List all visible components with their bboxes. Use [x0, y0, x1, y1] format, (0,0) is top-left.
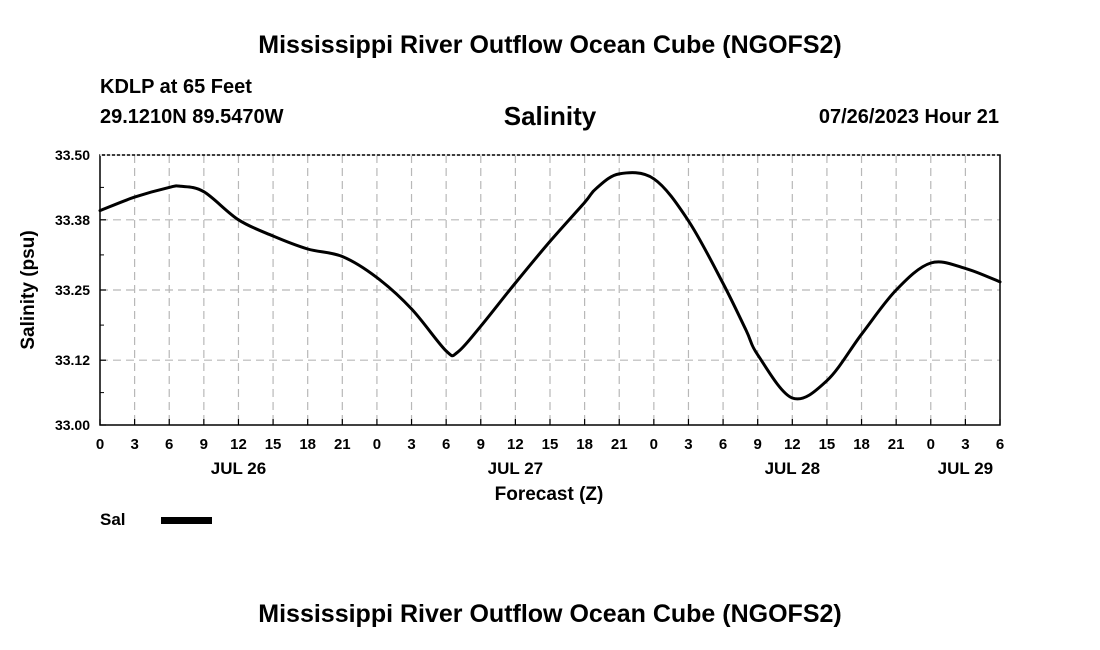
x-tick-label: 15	[819, 436, 836, 453]
x-tick-label: 0	[373, 436, 381, 453]
x-tick-label: 21	[334, 436, 351, 453]
x-tick-label: 15	[265, 436, 282, 453]
x-tick-label: 3	[684, 436, 692, 453]
footer-title: Mississippi River Outflow Ocean Cube (NG…	[258, 600, 842, 628]
x-tick-label: 18	[853, 436, 870, 453]
x-tick-label: 15	[542, 436, 559, 453]
x-tick-label: 18	[576, 436, 593, 453]
x-tick-label: 9	[200, 436, 208, 453]
x-tick-label: 3	[130, 436, 138, 453]
grid-layer	[100, 155, 1000, 425]
date-label: JUL 28	[765, 459, 820, 478]
x-tick-label: 21	[888, 436, 905, 453]
x-axis-title: Forecast (Z)	[495, 484, 604, 505]
y-tick-label: 33.38	[55, 212, 90, 228]
x-tick-label: 0	[650, 436, 658, 453]
tick-layer	[99, 154, 1001, 426]
x-tick-label: 21	[611, 436, 628, 453]
x-tick-label: 12	[507, 436, 524, 453]
legend-line-swatch	[161, 517, 212, 524]
x-tick-label: 6	[719, 436, 727, 453]
x-tick-label: 0	[927, 436, 935, 453]
variable-title: Salinity	[503, 101, 597, 131]
x-tick-label: 6	[165, 436, 173, 453]
y-tick-label: 33.50	[55, 147, 90, 163]
date-label: JUL 29	[938, 459, 993, 478]
forecast-datetime: 07/26/2023 Hour 21	[818, 106, 999, 128]
x-tick-label: 3	[961, 436, 969, 453]
y-axis-title: Salinity (psu)	[18, 230, 39, 349]
x-tick-label: 6	[996, 436, 1004, 453]
date-label: JUL 27	[488, 459, 543, 478]
y-tick-label: 33.25	[55, 282, 90, 298]
station-coordinates: 29.1210N 89.5470W	[100, 106, 284, 128]
x-tick-label: 9	[754, 436, 762, 453]
chart-title: Mississippi River Outflow Ocean Cube (NG…	[258, 31, 842, 59]
station-label: KDLP at 65 Feet	[100, 76, 252, 98]
label-layer: 0 3 6 9 12 15 18 21 0 3 6 9 12 15 18 21 0 3 6 9 12 15 18 21 0 3 6 3…	[55, 147, 1004, 478]
x-tick-label: 0	[96, 436, 104, 453]
x-tick-label: 12	[230, 436, 247, 453]
legend-label: Sal	[100, 510, 126, 529]
y-tick-label: 33.00	[55, 417, 90, 433]
y-tick-label: 33.12	[55, 352, 90, 368]
x-tick-label: 12	[784, 436, 801, 453]
salinity-series-line	[98, 171, 1002, 401]
x-tick-label: 3	[407, 436, 415, 453]
x-tick-label: 18	[299, 436, 316, 453]
date-label: JUL 26	[211, 459, 266, 478]
x-tick-label: 9	[477, 436, 485, 453]
x-tick-label: 6	[442, 436, 450, 453]
